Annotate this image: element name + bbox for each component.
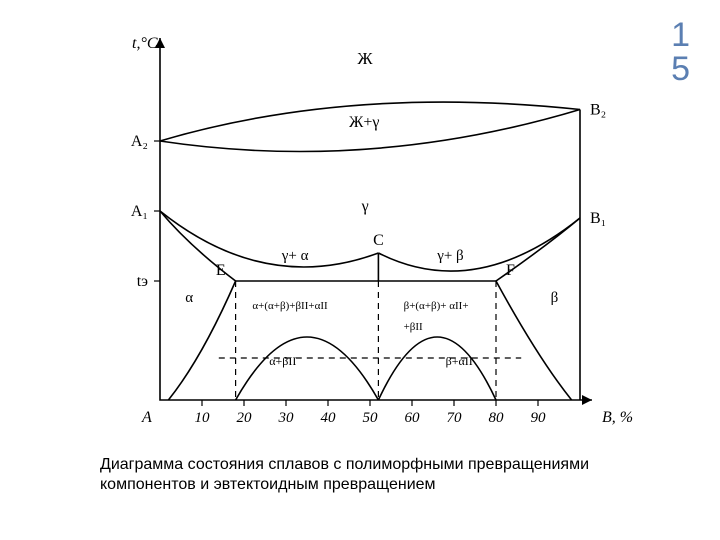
region-label: β (551, 290, 559, 306)
y-left-label: tэ (137, 273, 148, 290)
point-label-E: E (216, 262, 226, 279)
x-tick-label: 30 (278, 410, 295, 426)
y-left-label: A₁ (131, 203, 148, 220)
region-label: Ж (357, 49, 373, 68)
alpha-boundary (160, 211, 236, 400)
x-tick-label: 80 (489, 410, 505, 426)
region-label: α (185, 290, 193, 306)
region-label: γ (361, 198, 369, 215)
caption-text: Диаграмма состояния сплавов с полиморфны… (100, 455, 620, 495)
region-label: Ж+γ (349, 114, 379, 131)
dome-0 (236, 337, 379, 400)
region-label: γ+ α (281, 248, 309, 264)
point-label-F: F (506, 262, 515, 279)
region-label: γ+ β (436, 248, 463, 264)
y-right-label: B₂ (590, 102, 606, 119)
x-tick-label: 20 (237, 410, 253, 426)
x-axis-label: B, % (602, 409, 633, 426)
beta-boundary (496, 218, 580, 400)
x-tick-label: 70 (447, 410, 463, 426)
region-label: α+βII (269, 354, 296, 368)
y-axis-label: t,°C (132, 35, 158, 52)
region-label: β+αII (446, 354, 473, 368)
y-right-label: B₁ (590, 210, 606, 227)
axes (160, 38, 592, 400)
region-label: +βII (404, 321, 423, 333)
x-tick-label: 50 (363, 410, 379, 426)
x-tick-label: 10 (195, 410, 211, 426)
dome-1 (378, 337, 496, 400)
region-label: α+(α+β)+βII+αII (252, 300, 328, 312)
solvus-right (378, 218, 580, 271)
y-left-label: A₂ (131, 133, 148, 150)
x-tick-label: 60 (405, 410, 421, 426)
corner-A: A (141, 409, 152, 426)
x-arrow (582, 395, 592, 405)
page-number: 1 5 (671, 18, 690, 86)
point-label-C: C (373, 232, 384, 249)
page-number-bottom: 5 (671, 52, 690, 86)
x-tick-label: 40 (321, 410, 337, 426)
solvus-left (160, 211, 378, 267)
x-tick-label: 90 (531, 410, 547, 426)
region-label: β+(α+β)+ αII+ (404, 300, 469, 312)
page-number-top: 1 (671, 18, 690, 52)
